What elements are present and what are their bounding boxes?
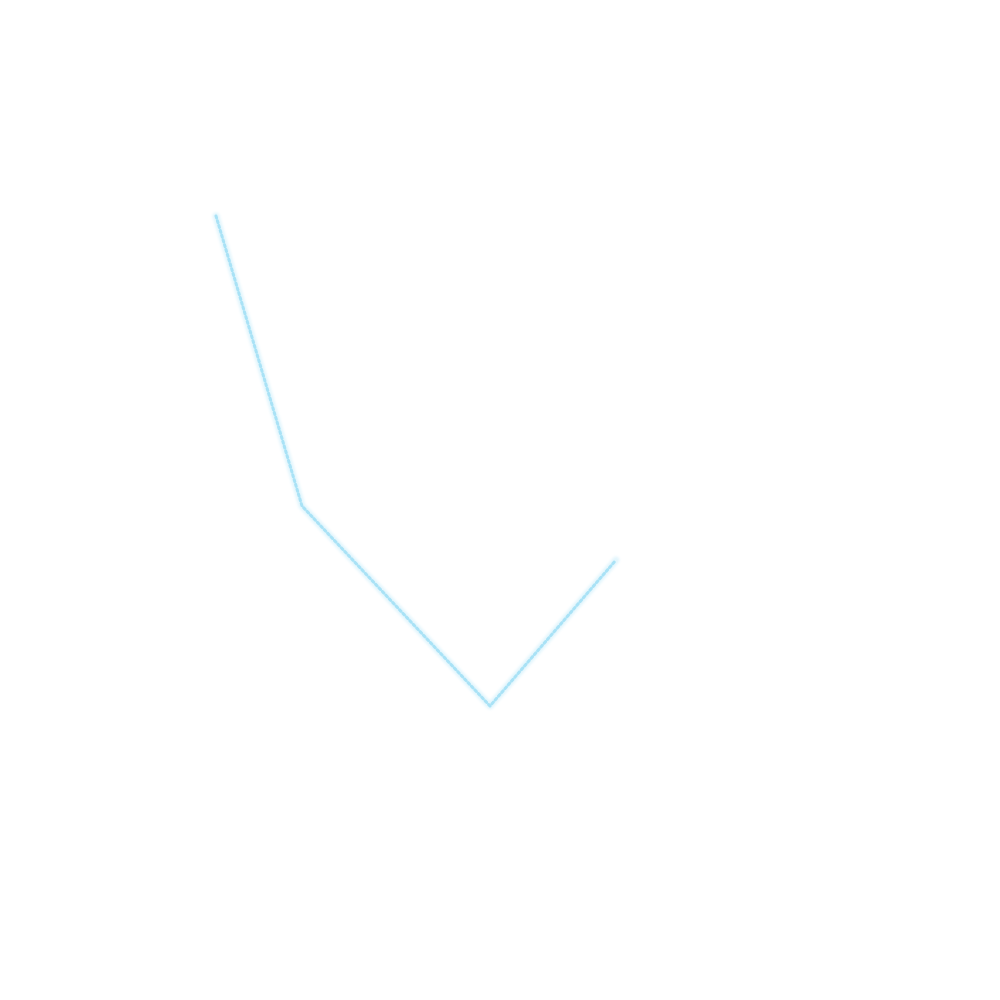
freehand-stroke <box>212 212 620 710</box>
stroke-line <box>214 214 618 708</box>
stroke-glow <box>212 212 620 710</box>
